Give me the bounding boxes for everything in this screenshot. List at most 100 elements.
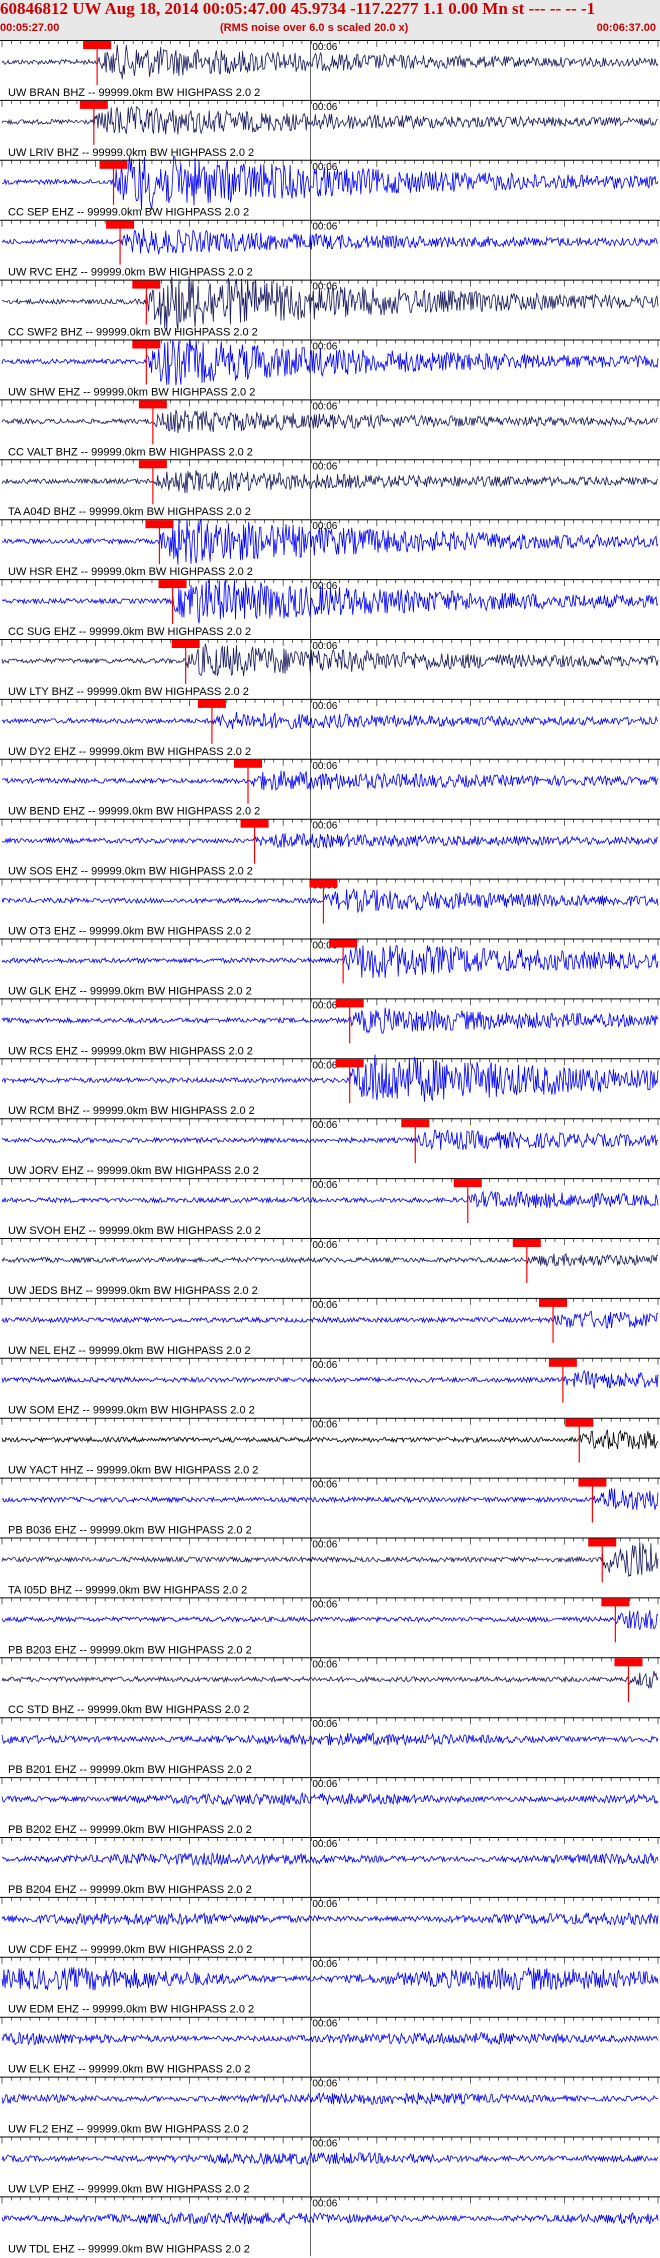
minute-tick-label: 00:06 [312, 581, 337, 592]
page-title: 60846812 UW Aug 18, 2014 00:05:47.00 45.… [0, 0, 596, 18]
waveform [1, 518, 659, 565]
minute-tick-label: 00:06 [312, 1659, 337, 1670]
minute-tick-label: 00:06 [312, 701, 337, 712]
minute-tick-label: 00:06 [312, 761, 337, 772]
waveform [1, 1190, 659, 1209]
waveform [1, 832, 659, 849]
trace-label: TA I05D BHZ -- 99999.0km BW HIGHPASS 2.0… [8, 1584, 247, 1596]
trace-label: PB B203 EHZ -- 99999.0km BW HIGHPASS 2.0… [8, 1644, 252, 1656]
minute-tick-label: 00:06 [312, 1360, 337, 1371]
waveform [1, 2151, 659, 2166]
trace-label: UW CDF EHZ -- 99999.0km BW HIGHPASS 2.0 … [8, 1944, 252, 1956]
waveform [1, 1670, 659, 1689]
waveform [1, 1967, 659, 1991]
trace-label: UW RCS EHZ -- 99999.0km BW HIGHPASS 2.0 … [8, 1045, 253, 1057]
trace-label: PB B201 EHZ -- 99999.0km BW HIGHPASS 2.0… [8, 1764, 252, 1776]
waveform [1, 1429, 659, 1450]
scale-note: (RMS noise over 6.0 s scaled 20.0 x) [220, 22, 409, 34]
waveform [1, 228, 658, 255]
waveform [1, 1912, 659, 1927]
trace-label: UW NEL EHZ -- 99999.0km BW HIGHPASS 2.0 … [8, 1345, 251, 1357]
trace-label: UW LVP EHZ -- 99999.0km BW HIGHPASS 2.0 … [8, 2183, 249, 2195]
waveform [1, 1541, 659, 1578]
trace-label: UW ELK EHZ -- 99999.0km BW HIGHPASS 2.0 … [8, 2064, 250, 2076]
minute-tick-label: 00:06 [312, 461, 337, 472]
minute-tick-label: 00:06 [312, 821, 337, 832]
trace-label: UW RVC EHZ -- 99999.0km BW HIGHPASS 2.0 … [8, 267, 253, 279]
trace-label: UW RCM BHZ -- 99999.0km BW HIGHPASS 2.0 … [8, 1105, 255, 1117]
trace-label: PB B036 EHZ -- 99999.0km BW HIGHPASS 2.0… [8, 1525, 252, 1537]
minute-tick-label: 00:06 [312, 2079, 337, 2090]
waveform [1, 105, 659, 135]
minute-tick-label: 00:06 [312, 1120, 337, 1131]
trace-label: UW OT3 EHZ -- 99999.0km BW HIGHPASS 2.0 … [8, 926, 251, 938]
minute-tick-label: 00:06 [312, 1899, 337, 1910]
trace-label: UW DY2 EHZ -- 99999.0km BW HIGHPASS 2.0 … [8, 746, 251, 758]
minute-tick-label: 00:06 [312, 102, 337, 113]
minute-tick-label: 00:06 [312, 641, 337, 652]
trace-label: TA A04D BHZ -- 99999.0km BW HIGHPASS 2.0… [8, 506, 251, 518]
waveform [1, 944, 659, 978]
trace-label: UW FL2 EHZ -- 99999.0km BW HIGHPASS 2.0 … [8, 2124, 249, 2136]
minute-tick-label: 00:06 [312, 2139, 337, 2150]
trace-label: UW LTY BHZ -- 99999.0km BW HIGHPASS 2.0 … [8, 686, 249, 698]
minute-tick-label: 00:06 [312, 1959, 337, 1970]
trace-label: CC SEP EHZ -- 99999.0km BW HIGHPASS 2.0 … [8, 207, 249, 219]
start-time-label: 00:05:27.00 [0, 22, 60, 34]
minute-tick-label: 00:06 [312, 1300, 337, 1311]
waveform [1, 155, 659, 211]
trace-label: PB B204 EHZ -- 99999.0km BW HIGHPASS 2.0… [8, 1884, 252, 1896]
minute-tick-label: 00:06 [312, 1480, 337, 1491]
waveform [1, 2031, 659, 2046]
end-time-label: 00:06:37.00 [596, 22, 656, 34]
trace-label: CC VALT BHZ -- 99999.0km BW HIGHPASS 2.0… [8, 446, 253, 458]
waveform [1, 770, 659, 791]
waveform [1, 578, 659, 624]
minute-tick-label: 00:06 [312, 222, 337, 233]
trace-label: UW BRAN BHZ -- 99999.0km BW HIGHPASS 2.0… [8, 87, 260, 99]
trace-label: UW SOS EHZ -- 99999.0km BW HIGHPASS 2.0 … [8, 866, 253, 878]
waveform [1, 1610, 659, 1630]
trace-label: UW SOM EHZ -- 99999.0km BW HIGHPASS 2.0 … [8, 1405, 255, 1417]
waveform [1, 1054, 659, 1102]
waveform [1, 276, 659, 331]
minute-tick-label: 00:06 [312, 1420, 337, 1431]
trace-label: UW YACT HHZ -- 99999.0km BW HIGHPASS 2.0… [8, 1465, 258, 1477]
waveform [1, 1369, 659, 1389]
trace-label: UW HSR EHZ -- 99999.0km BW HIGHPASS 2.0 … [8, 566, 253, 578]
trace-label: PB B202 EHZ -- 99999.0km BW HIGHPASS 2.0… [8, 1824, 252, 1836]
trace-label: UW TDL EHZ -- 99999.0km BW HIGHPASS 2.0 … [8, 2243, 250, 2255]
waveform [1, 887, 659, 914]
trace-label: UW EDM EHZ -- 99999.0km BW HIGHPASS 2.0 … [8, 2004, 254, 2016]
minute-tick-label: 00:06 [312, 401, 337, 412]
waveform [1, 409, 659, 434]
trace-label: CC SWF2 BHZ -- 99999.0km BW HIGHPASS 2.0… [8, 327, 258, 339]
seismogram-plot: 00:06 UW BRAN BHZ -- 99999.0km BW HIGHPAS… [0, 40, 660, 2257]
minute-tick-label: 00:06 [312, 1540, 337, 1551]
minute-tick-label: 00:06 [312, 42, 337, 53]
waveform [1, 711, 659, 730]
minute-tick-label: 00:06 [312, 1719, 337, 1730]
waveform [1, 2091, 659, 2106]
trace-label: UW BEND EHZ -- 99999.0km BW HIGHPASS 2.0… [8, 806, 260, 818]
minute-tick-label: 00:06 [312, 1180, 337, 1191]
waveform [1, 1852, 659, 1867]
waveform [1, 44, 659, 80]
minute-tick-label: 00:06 [312, 2198, 337, 2209]
trace-label: UW GLK EHZ -- 99999.0km BW HIGHPASS 2.0 … [8, 985, 252, 997]
waveform [1, 1731, 659, 1747]
minute-tick-label: 00:06 [312, 941, 337, 952]
trace-label: CC SUG EHZ -- 99999.0km BW HIGHPASS 2.0 … [8, 626, 251, 638]
minute-tick-label: 00:06 [312, 162, 337, 173]
trace-label: UW SVOH EHZ -- 99999.0km BW HIGHPASS 2.0… [8, 1225, 261, 1237]
waveform [1, 1791, 659, 1806]
minute-tick-label: 00:06 [312, 1779, 337, 1790]
waveform [1, 1007, 659, 1034]
header-bar: 60846812 UW Aug 18, 2014 00:05:47.00 45.… [0, 0, 660, 40]
waveform [1, 1310, 659, 1329]
trace-label: CC STD BHZ -- 99999.0km BW HIGHPASS 2.0 … [8, 1704, 249, 1716]
trace-label: UW LRIV BHZ -- 99999.0km BW HIGHPASS 2.0… [8, 147, 254, 159]
minute-tick-label: 00:06 [312, 1000, 337, 1011]
minute-tick-label: 00:06 [312, 1599, 337, 1610]
trace-label: UW SHW EHZ -- 99999.0km BW HIGHPASS 2.0 … [8, 386, 255, 398]
